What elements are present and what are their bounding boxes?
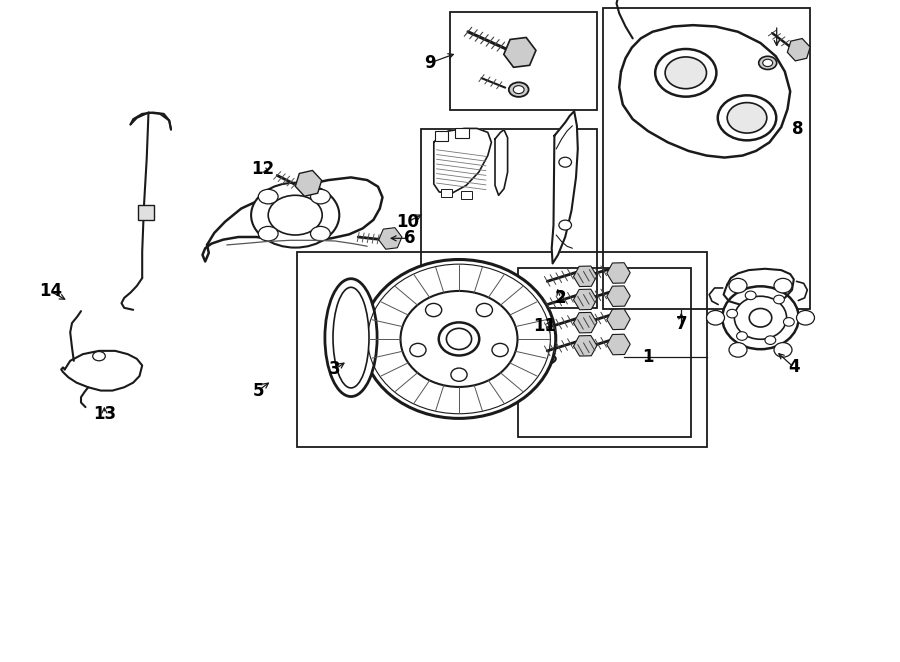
Ellipse shape — [310, 189, 330, 204]
Ellipse shape — [559, 220, 572, 230]
Text: 8: 8 — [792, 120, 803, 138]
Polygon shape — [619, 25, 790, 158]
Ellipse shape — [734, 297, 787, 340]
Bar — [441, 189, 452, 197]
Polygon shape — [202, 177, 382, 261]
Ellipse shape — [759, 56, 777, 70]
Bar — [297, 252, 706, 447]
Ellipse shape — [363, 260, 556, 418]
Ellipse shape — [655, 49, 716, 97]
Ellipse shape — [729, 342, 747, 357]
Polygon shape — [434, 128, 491, 193]
Ellipse shape — [729, 279, 747, 293]
Bar — [138, 205, 154, 220]
Text: 7: 7 — [676, 315, 687, 334]
Text: 13: 13 — [93, 404, 116, 423]
Polygon shape — [61, 351, 142, 391]
Ellipse shape — [726, 309, 737, 318]
Polygon shape — [552, 111, 578, 263]
Text: 6: 6 — [404, 229, 415, 248]
Ellipse shape — [268, 195, 322, 235]
Ellipse shape — [727, 103, 767, 133]
Ellipse shape — [251, 183, 339, 248]
Ellipse shape — [439, 322, 480, 355]
Ellipse shape — [749, 308, 772, 327]
Ellipse shape — [762, 60, 773, 67]
Ellipse shape — [718, 95, 776, 140]
Ellipse shape — [333, 287, 369, 388]
Bar — [518, 268, 691, 437]
Text: 12: 12 — [251, 160, 274, 178]
Text: 11: 11 — [533, 316, 556, 335]
Polygon shape — [724, 269, 794, 306]
Ellipse shape — [722, 287, 799, 350]
Ellipse shape — [363, 344, 556, 374]
Bar — [450, 12, 597, 110]
Ellipse shape — [410, 344, 426, 357]
Ellipse shape — [492, 344, 508, 357]
Text: 14: 14 — [39, 282, 62, 301]
Ellipse shape — [513, 85, 524, 93]
Ellipse shape — [451, 368, 467, 381]
Bar — [603, 8, 810, 309]
Ellipse shape — [774, 342, 792, 357]
Ellipse shape — [258, 189, 278, 204]
Text: 4: 4 — [788, 358, 799, 377]
Ellipse shape — [426, 303, 442, 316]
Text: 1: 1 — [643, 348, 653, 367]
Bar — [461, 191, 472, 199]
Bar — [435, 131, 448, 141]
Ellipse shape — [796, 310, 814, 325]
Ellipse shape — [476, 303, 492, 316]
Text: 3: 3 — [329, 360, 340, 379]
Ellipse shape — [400, 291, 518, 387]
Ellipse shape — [774, 279, 792, 293]
Ellipse shape — [310, 226, 330, 241]
Ellipse shape — [93, 352, 105, 361]
Polygon shape — [495, 130, 508, 195]
Ellipse shape — [508, 82, 528, 97]
Ellipse shape — [706, 310, 724, 325]
Ellipse shape — [258, 226, 278, 241]
Text: 9: 9 — [425, 54, 436, 72]
Ellipse shape — [665, 57, 706, 89]
Bar — [455, 128, 469, 138]
Ellipse shape — [559, 158, 572, 167]
Ellipse shape — [765, 336, 776, 344]
Text: 5: 5 — [253, 381, 264, 400]
Ellipse shape — [446, 328, 472, 350]
Ellipse shape — [774, 295, 785, 304]
Bar — [421, 129, 597, 308]
Ellipse shape — [784, 318, 795, 326]
Ellipse shape — [736, 332, 747, 340]
Ellipse shape — [745, 291, 756, 300]
Text: 10: 10 — [396, 213, 419, 231]
Ellipse shape — [325, 279, 377, 397]
Text: 2: 2 — [555, 289, 566, 307]
